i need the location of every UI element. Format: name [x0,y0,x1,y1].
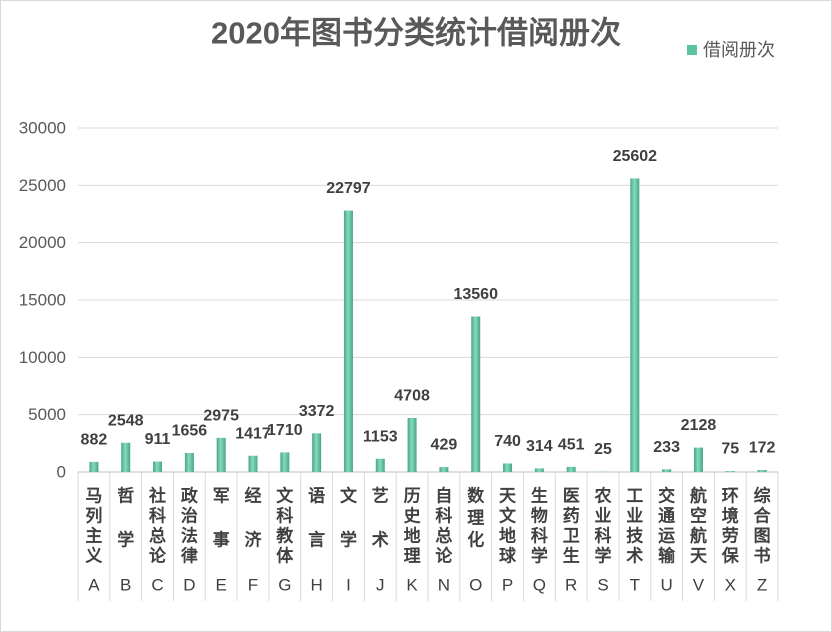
category-code-f: F [248,576,258,595]
data-label-o: 13560 [453,286,498,303]
data-label-v: 2128 [681,417,717,434]
bar-x [725,471,735,472]
data-label-k: 4708 [394,388,430,405]
bar-f [248,455,258,472]
gridlines [78,127,778,473]
category-code-q: Q [533,576,546,595]
category-code-b: B [120,576,131,595]
data-label-n: 429 [431,437,458,454]
category-code-v: V [693,576,705,595]
category-name-a: 马列主义 [85,487,102,566]
data-label-h: 3372 [299,403,335,420]
category-code-u: U [660,576,672,595]
bar-d [184,453,194,472]
category-name-f: 经 济 [245,486,263,550]
bar-j [375,458,385,472]
category-code-c: C [151,576,163,595]
y-tick-label-30000: 30000 [19,119,66,138]
category-code-x: X [725,576,736,595]
category-axis-separators [77,472,779,601]
bar-n [439,467,449,472]
category-code-i: I [346,576,351,595]
legend: 借阅册次 [687,40,775,60]
data-label-b: 2548 [108,412,144,429]
legend-swatch [687,45,697,55]
bar-q [534,468,544,472]
y-tick-label-0: 0 [57,463,66,482]
category-name-r: 医药卫生 [563,487,580,566]
category-code-g: G [278,576,291,595]
data-label-r: 451 [558,436,585,453]
category-name-e: 军 事 [213,487,230,550]
category-code-h: H [310,576,322,595]
data-label-a: 882 [81,431,108,448]
bar-g [280,452,290,472]
category-name-i: 文 学 [340,486,358,550]
data-label-x: 75 [721,441,739,458]
data-label-g: 1710 [267,422,303,439]
category-code-p: P [502,576,513,595]
bar-e [216,437,226,472]
data-label-f: 1417 [235,425,271,442]
category-code-k: K [406,576,418,595]
category-code-t: T [630,576,640,595]
data-label-q: 314 [526,438,553,455]
bar-r [566,466,576,472]
data-label-z: 172 [749,440,776,457]
category-name-h: 语 言 [308,487,325,550]
bar-v [693,447,703,472]
category-name-j: 艺 术 [372,486,389,550]
bar-i [343,210,353,472]
data-label-d: 1656 [172,423,208,440]
category-name-t: 工业技术 [626,487,644,566]
bar-k [407,418,417,472]
bars [89,178,767,472]
bar-h [312,433,322,472]
data-label-p: 740 [494,433,521,450]
chart-title: 2020年图书分类统计借阅册次 [211,16,621,51]
bar-p [503,463,513,472]
y-tick-label-20000: 20000 [19,233,66,252]
bar-o [471,316,481,472]
data-label-e: 2975 [203,407,239,424]
category-name-k: 历史地理 [404,487,422,566]
category-code-s: S [597,576,608,595]
category-name-p: 天文地球 [499,487,517,566]
bar-u [662,469,672,472]
y-tick-label-25000: 25000 [19,176,66,195]
category-code-d: D [183,576,195,595]
data-label-s: 25 [594,441,612,458]
category-code-o: O [469,576,482,595]
category-name-x: 环境劳保 [721,487,740,566]
y-tick-label-10000: 10000 [19,348,66,367]
category-code-r: R [565,576,577,595]
bar-b [121,442,131,472]
bar-a [89,461,99,472]
category-name-b: 哲 学 [117,486,134,550]
data-label-j: 1153 [363,428,398,445]
category-code-z: Z [757,576,767,595]
data-label-i: 22797 [326,180,371,197]
bar-c [153,461,163,472]
category-code-j: J [376,576,385,595]
y-axis-labels: 0 5000 10000 15000 20000 25000 30000 [19,119,66,482]
category-code-n: N [438,576,450,595]
data-label-c: 911 [145,431,171,448]
y-tick-label-15000: 15000 [19,291,66,310]
category-code-a: A [88,576,100,595]
legend-label: 借阅册次 [703,40,775,60]
category-code-e: E [216,576,227,595]
data-label-u: 233 [653,439,680,456]
bar-z [757,470,767,472]
data-label-t: 25602 [613,148,658,165]
y-tick-label-5000: 5000 [28,405,66,424]
category-name-o: 数理化 [467,486,485,550]
bar-t [630,178,640,472]
